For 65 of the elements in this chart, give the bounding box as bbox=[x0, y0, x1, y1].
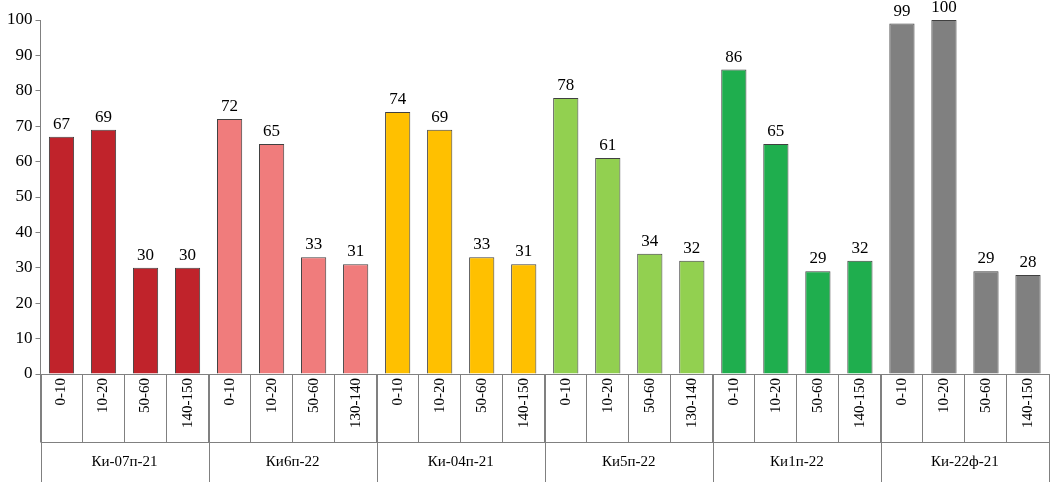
text: Ки-22ф-21 bbox=[931, 452, 999, 469]
data-label: 69 bbox=[431, 106, 449, 126]
data-label: 29 bbox=[977, 248, 995, 268]
data-label: 72 bbox=[221, 96, 239, 116]
x-tick-label: 10-20 bbox=[934, 378, 951, 413]
x-tick-label: 0-10 bbox=[52, 378, 69, 406]
data-label: 78 bbox=[557, 74, 575, 94]
x-tick-label: 10-20 bbox=[94, 378, 111, 413]
x-tick-label: 50-60 bbox=[472, 378, 489, 413]
data-label: 33 bbox=[305, 234, 323, 254]
data-label: 32 bbox=[683, 237, 701, 257]
x-tick-label: 0-10 bbox=[388, 378, 405, 406]
y-tick-label: 100 bbox=[7, 9, 33, 29]
x-tick-label: 50-60 bbox=[808, 378, 825, 413]
text: Ки-07п-21 bbox=[91, 452, 158, 469]
y-tick-label: 20 bbox=[15, 292, 33, 312]
x-tick-label: 50-60 bbox=[976, 378, 993, 413]
x-tick-label: 140-150 bbox=[850, 378, 867, 428]
x-tick-label: 50-60 bbox=[136, 378, 153, 413]
data-label: 33 bbox=[473, 234, 491, 254]
data-label: 31 bbox=[515, 241, 533, 261]
data-label: 69 bbox=[95, 106, 113, 126]
x-tick-label: 0-10 bbox=[556, 378, 573, 406]
x-tick-label: 130-140 bbox=[682, 378, 699, 428]
text: Ки-04п-21 bbox=[427, 452, 494, 469]
x-tick-label: 50-60 bbox=[304, 378, 321, 413]
x-tick-label: 0-10 bbox=[220, 378, 237, 406]
y-tick-label: 60 bbox=[15, 151, 33, 171]
data-label: 65 bbox=[767, 120, 785, 140]
y-tick-label: 40 bbox=[15, 221, 33, 241]
y-tick-label: 70 bbox=[15, 115, 33, 135]
x-tick-label: 0-10 bbox=[724, 378, 741, 406]
data-label: 34 bbox=[641, 230, 659, 250]
x-tick-label: 0-10 bbox=[892, 378, 909, 406]
data-label: 67 bbox=[53, 113, 71, 133]
data-label: 30 bbox=[179, 244, 197, 264]
x-tick-label: 130-140 bbox=[346, 378, 363, 428]
x-tick-label: 50-60 bbox=[640, 378, 657, 413]
x-tick-label: 140-150 bbox=[514, 378, 531, 428]
data-label: 29 bbox=[809, 248, 827, 268]
x-tick-label: 140-150 bbox=[178, 378, 195, 428]
data-label: 30 bbox=[137, 244, 155, 264]
x-tick-label: 10-20 bbox=[262, 378, 279, 413]
data-label: 31 bbox=[347, 241, 365, 261]
data-label: 32 bbox=[851, 237, 869, 257]
y-tick-label: 50 bbox=[15, 186, 33, 206]
y-tick-label: 0 bbox=[24, 363, 33, 383]
x-tick-label: 10-20 bbox=[598, 378, 615, 413]
y-tick-label: 90 bbox=[15, 44, 33, 64]
text: Ки1п-22 bbox=[770, 452, 824, 469]
x-tick-label: 10-20 bbox=[430, 378, 447, 413]
data-label: 65 bbox=[263, 120, 281, 140]
data-label: 86 bbox=[725, 46, 743, 66]
data-label: 99 bbox=[893, 0, 911, 20]
data-label: 28 bbox=[1019, 251, 1037, 271]
text: Ки5п-22 bbox=[602, 452, 656, 469]
data-label: 74 bbox=[389, 89, 407, 109]
x-tick-label: 140-150 bbox=[1018, 378, 1035, 428]
x-tick-label: 10-20 bbox=[766, 378, 783, 413]
y-tick-label: 30 bbox=[15, 257, 33, 277]
y-tick-label: 80 bbox=[15, 80, 33, 100]
text: Ки6п-22 bbox=[265, 452, 320, 469]
data-label: 61 bbox=[599, 135, 617, 155]
y-tick-label: 10 bbox=[15, 328, 33, 348]
data-label: 100 bbox=[931, 0, 957, 16]
